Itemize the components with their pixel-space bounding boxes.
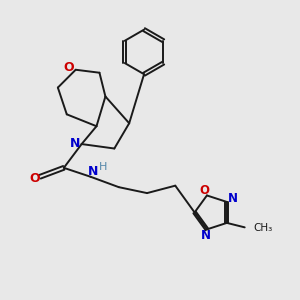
Text: N: N — [88, 165, 98, 178]
Text: N: N — [70, 137, 80, 150]
Text: N: N — [200, 229, 210, 242]
Text: O: O — [199, 184, 209, 197]
Text: O: O — [29, 172, 40, 185]
Text: H: H — [99, 162, 107, 172]
Text: O: O — [64, 61, 74, 74]
Text: CH₃: CH₃ — [253, 223, 272, 233]
Text: N: N — [228, 193, 238, 206]
